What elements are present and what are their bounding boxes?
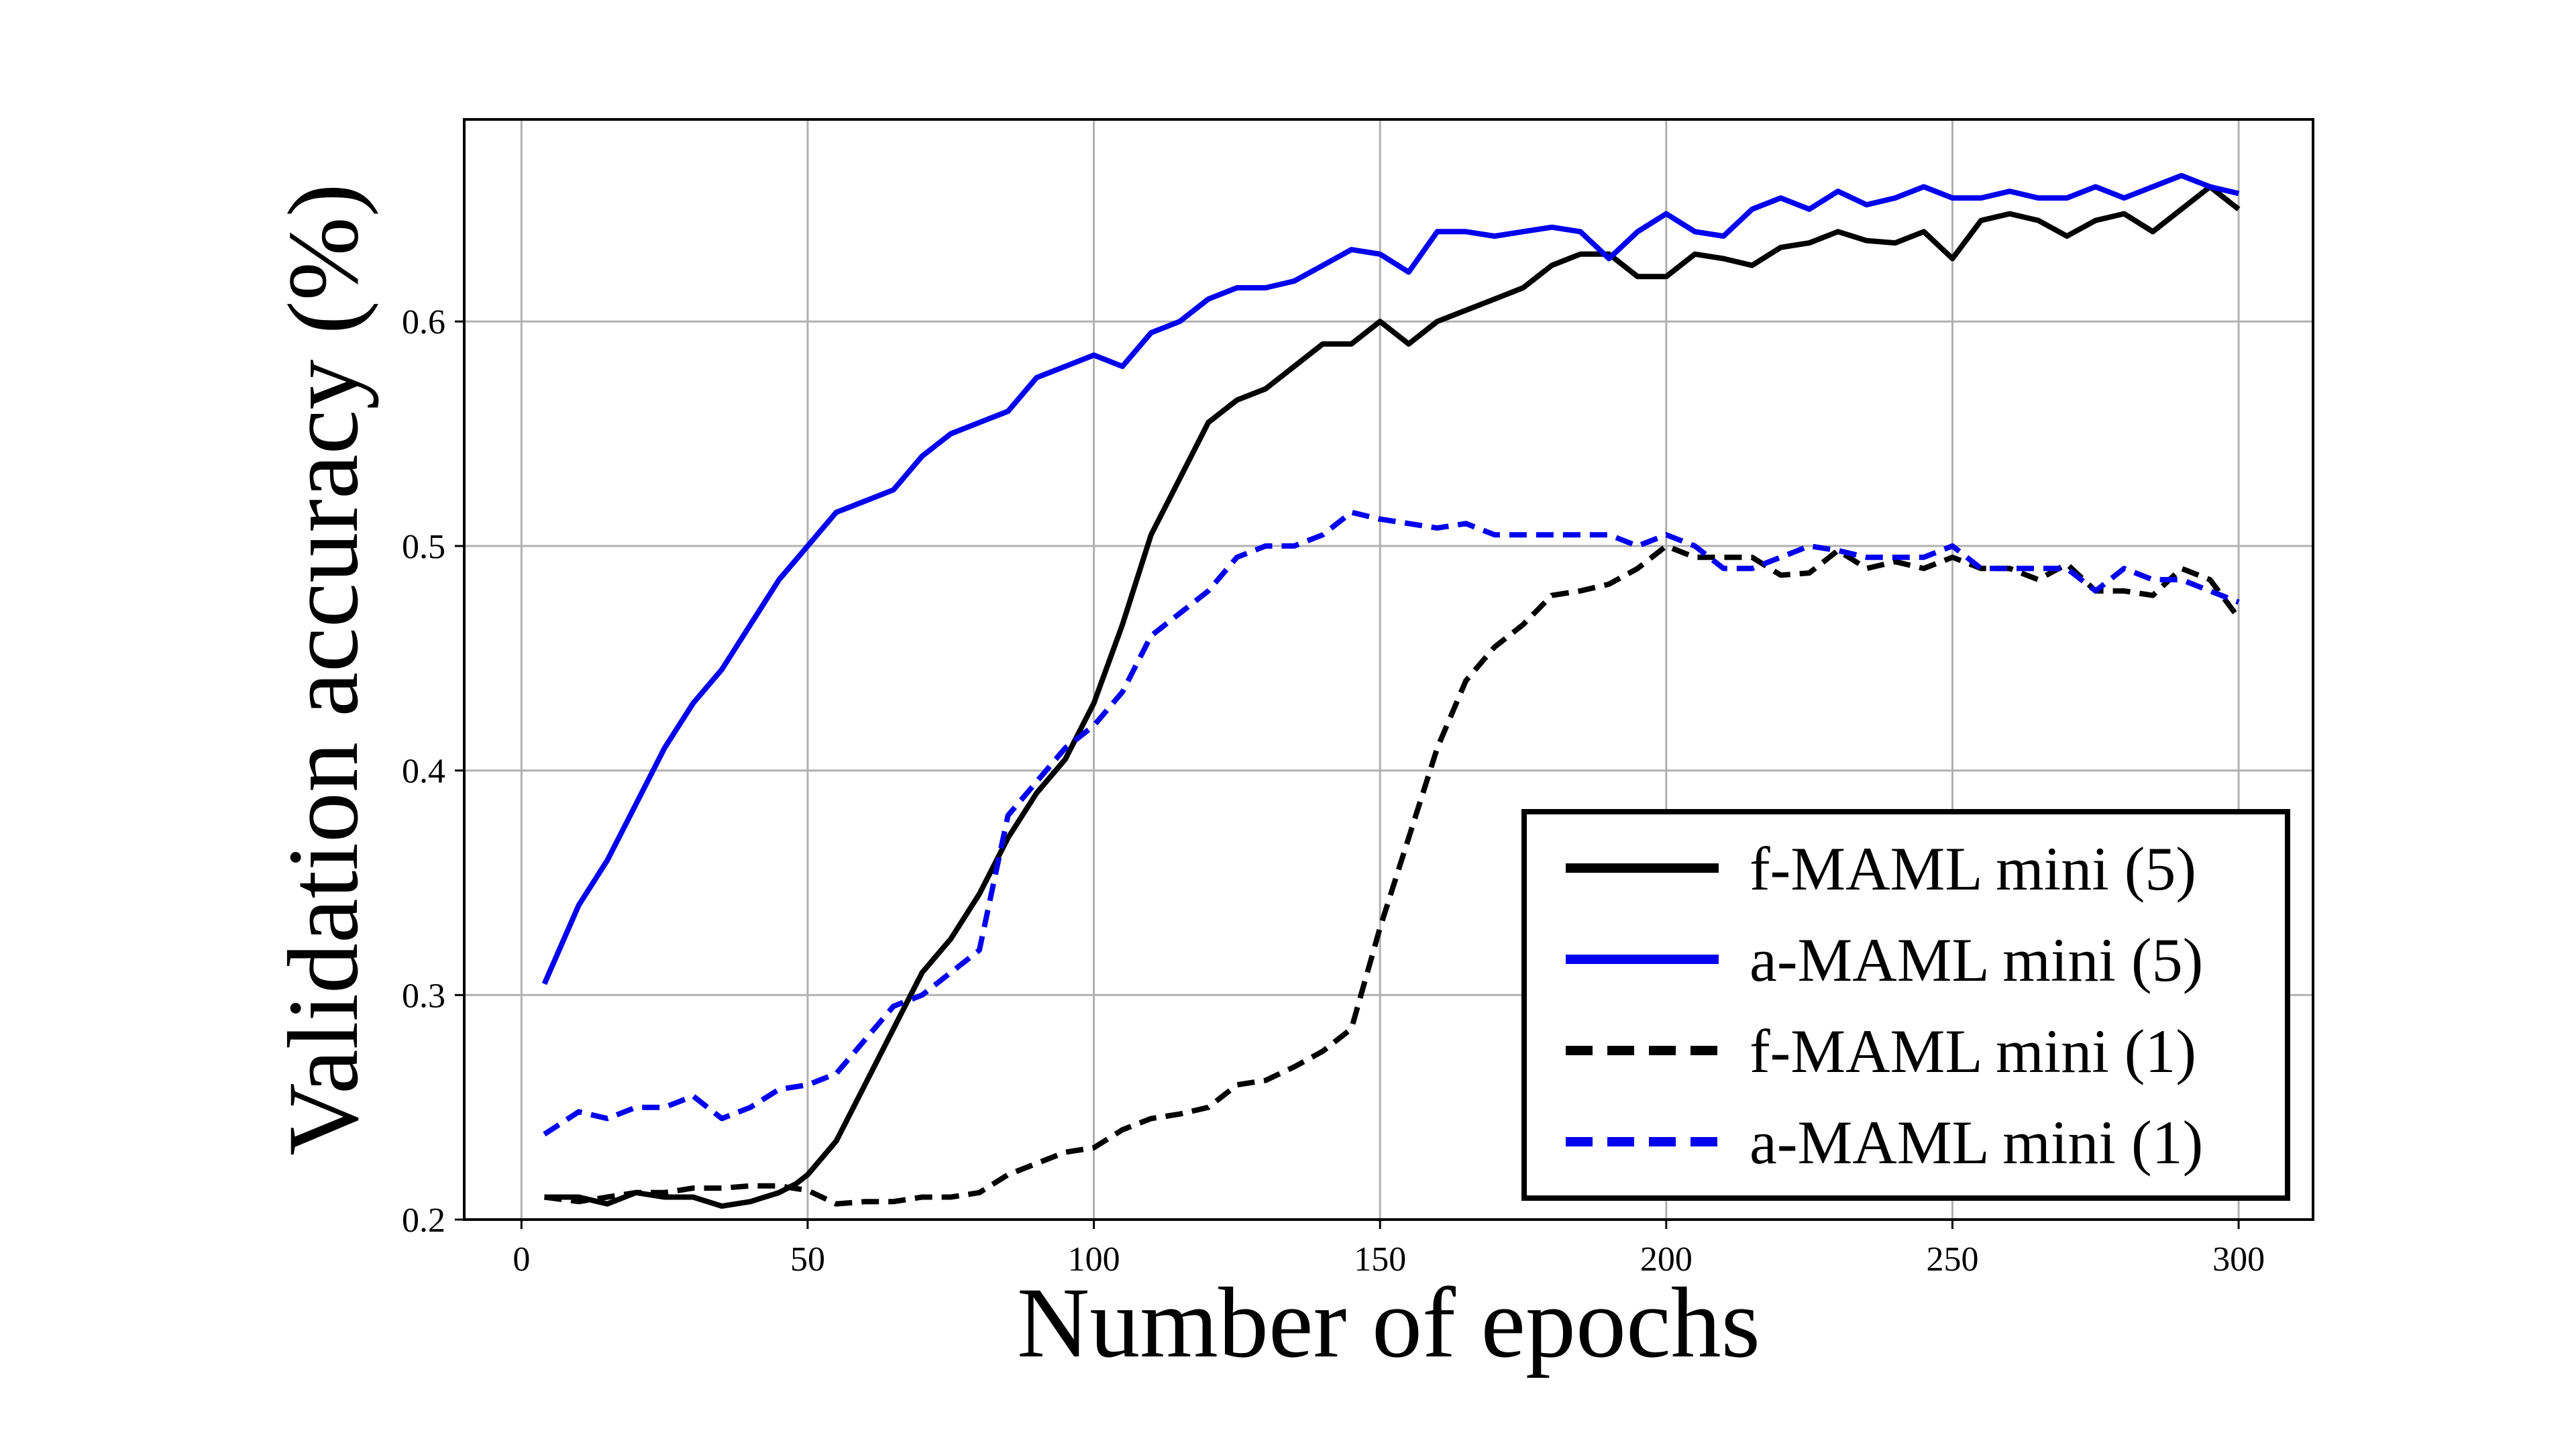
- legend-label: f-MAML mini (5): [1750, 835, 2196, 903]
- series-line-f-maml-mini-1: [543, 543, 2241, 1207]
- x-tick-label: 250: [1926, 1240, 1978, 1279]
- x-tick-label: 150: [1354, 1240, 1406, 1279]
- y-tick-label: 0.4: [402, 753, 445, 791]
- series-layer: [541, 172, 2241, 1209]
- legend-box: [1521, 809, 2290, 1201]
- x-tick-label: 300: [2212, 1240, 2265, 1279]
- x-tick-label: 0: [513, 1240, 530, 1279]
- y-axis-ticks: 0.2 0.3 0.4 0.5 0.6: [402, 303, 464, 1240]
- x-tick-label: 50: [790, 1240, 825, 1279]
- legend-label: f-MAML mini (1): [1750, 1017, 2196, 1085]
- y-tick-label: 0.3: [402, 977, 445, 1015]
- plot-frame: [463, 118, 2314, 1221]
- y-tick-label: 0.2: [402, 1201, 445, 1240]
- y-tick-label: 0.5: [402, 528, 445, 566]
- series-line-a-maml-mini-1: [543, 509, 2240, 1137]
- x-tick-label: 100: [1068, 1240, 1120, 1279]
- x-axis-ticks: 0 50 100 150 200 250 300: [513, 1220, 2265, 1279]
- y-axis-title: Validation accuracy (%): [268, 183, 379, 1155]
- legend: f-MAML mini (5) a-MAML mini (5) f-MAML min…: [1521, 809, 2290, 1201]
- legend-label: a-MAML mini (5): [1750, 926, 2203, 994]
- legend-label: a-MAML mini (1): [1750, 1108, 2203, 1177]
- series-line-f-maml-mini-5: [544, 184, 2241, 1209]
- x-tick-label: 200: [1640, 1240, 1693, 1279]
- series-line-a-maml-mini-5: [541, 172, 2240, 985]
- x-axis-title: Number of epochs: [1017, 1267, 1760, 1379]
- y-tick-label: 0.6: [402, 303, 445, 341]
